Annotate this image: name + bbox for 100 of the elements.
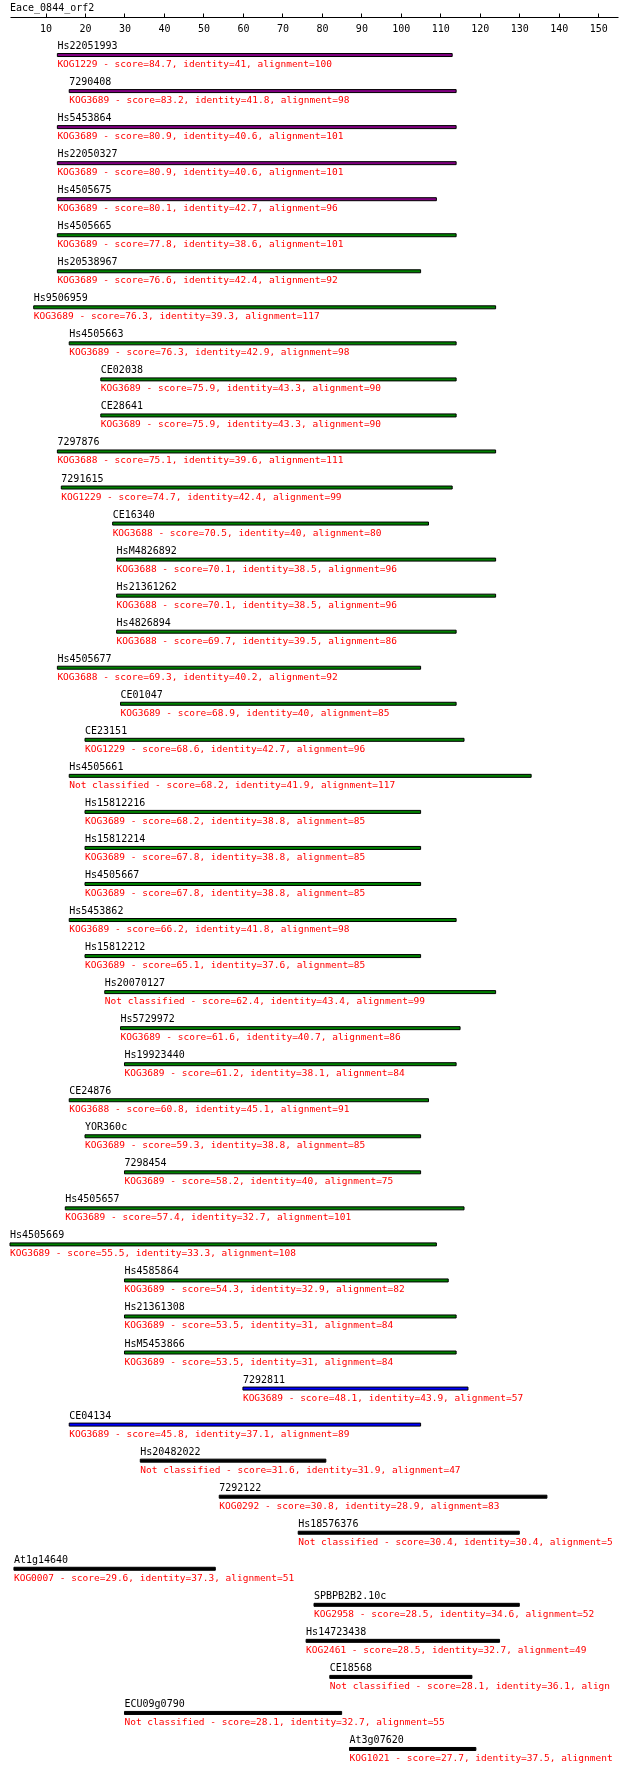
bar	[56, 125, 457, 130]
x-tick-label: 70	[276, 22, 289, 34]
annotation: KOG3689 - score=68.9, identity=40, alignment=85	[120, 706, 390, 718]
bar	[68, 1098, 429, 1103]
annotation: KOG3689 - score=67.8, identity=38.8, alignment=85	[85, 850, 366, 862]
bar	[218, 1494, 548, 1499]
annotation: KOG3689 - score=75.9, identity=43.3, alignment=90	[100, 382, 382, 394]
bar	[329, 1674, 473, 1679]
bar	[56, 161, 457, 166]
y-tick-label: HsM4826892	[116, 544, 177, 556]
bar	[84, 809, 422, 814]
y-tick-label: 7292122	[219, 1481, 262, 1493]
y-tick-label: 7297876	[57, 436, 100, 448]
annotation: KOG2461 - score=28.5, identity=32.7, alignment=49	[306, 1643, 587, 1655]
y-tick-label: Hs19923440	[124, 1049, 185, 1061]
annotation: Not classified - score=28.1, identity=36.1, align	[329, 1679, 611, 1691]
annotation: KOG3688 - score=60.8, identity=45.1, alignment=91	[69, 1103, 350, 1115]
annotation: KOG3689 - score=76.6, identity=42.4, alignment=92	[57, 274, 338, 286]
y-tick-label: Hs4505657	[65, 1193, 120, 1205]
annotation: Not classified - score=68.2, identity=41.9, alignment=117	[69, 778, 396, 790]
annotation: KOG3688 - score=69.3, identity=40.2, alignment=92	[57, 670, 338, 682]
bar	[123, 1350, 457, 1355]
bar	[242, 1386, 469, 1391]
y-tick-label: Hs4505667	[85, 868, 140, 880]
y-tick-label: Hs22050327	[57, 148, 118, 160]
y-tick-label: At1g14640	[13, 1553, 69, 1565]
annotation: Not classified - score=28.1, identity=32.7, alignment=55	[124, 1715, 445, 1727]
y-tick-label: Hs4505665	[57, 220, 112, 232]
bar	[84, 845, 422, 850]
bar	[56, 269, 422, 274]
bar	[68, 918, 457, 923]
annotation: KOG3689 - score=65.1, identity=37.6, alignment=85	[85, 959, 366, 971]
x-tick-label: 60	[237, 22, 250, 34]
y-tick-label: ECU09g0790	[124, 1697, 185, 1709]
annotation: KOG3689 - score=68.2, identity=38.8, alignment=85	[85, 814, 366, 826]
x-tick-label: 90	[355, 22, 368, 34]
annotation: Not classified - score=62.4, identity=43.4, alignment=99	[104, 995, 426, 1007]
bar	[349, 1746, 477, 1751]
y-tick-label: 7292811	[242, 1373, 286, 1385]
annotation: KOG3689 - score=66.2, identity=41.8, alignment=98	[69, 923, 350, 935]
annotation: KOG3688 - score=70.5, identity=40, alignment=80	[112, 526, 382, 538]
annotation: KOG3689 - score=45.8, identity=37.1, alignment=89	[69, 1427, 350, 1439]
y-tick-label: Hs5729972	[120, 1013, 175, 1025]
bar	[123, 1314, 457, 1319]
y-tick-label: Hs4585864	[124, 1265, 179, 1277]
annotation: KOG1229 - score=74.7, identity=42.4, alignment=99	[61, 490, 342, 502]
bar	[13, 1566, 216, 1571]
x-tick-label: 110	[431, 22, 450, 34]
bar	[120, 701, 457, 706]
bar	[84, 737, 465, 742]
bar	[123, 1710, 343, 1715]
y-tick-label: Hs21361262	[116, 580, 177, 592]
bar	[116, 557, 497, 562]
y-tick-label: CE23151	[85, 724, 128, 736]
y-tick-label: CE24876	[69, 1085, 112, 1097]
annotation: KOG3689 - score=58.2, identity=40, alignment=75	[124, 1175, 394, 1187]
annotation: KOG1021 - score=27.7, identity=37.5, alignment	[349, 1751, 613, 1763]
y-tick-label: Hs4505669	[10, 1229, 65, 1241]
annotation: KOG1229 - score=68.6, identity=42.7, alignment=96	[85, 742, 366, 754]
y-tick-label: SPBPB2B2.10c	[314, 1589, 387, 1601]
annotation: KOG0292 - score=30.8, identity=28.9, alignment=83	[219, 1499, 500, 1511]
bar	[84, 881, 422, 886]
bar	[123, 1062, 457, 1067]
x-tick-label: 40	[158, 22, 171, 34]
y-tick-label: Hs21361308	[124, 1301, 185, 1313]
annotation: KOG3689 - score=59.3, identity=38.8, alignment=85	[85, 1139, 366, 1151]
annotation: KOG3688 - score=69.7, identity=39.5, alignment=86	[116, 634, 398, 646]
bar	[68, 1422, 422, 1427]
x-tick-label: 80	[316, 22, 329, 34]
x-tick-label: 130	[510, 22, 529, 34]
x-tick-label: 120	[471, 22, 490, 34]
x-tick-label: 150	[589, 22, 608, 34]
y-tick-label: CE16340	[112, 508, 155, 520]
bar	[116, 593, 497, 598]
x-tick-label: 50	[197, 22, 210, 34]
bar	[84, 1134, 422, 1139]
y-tick-label: At3g07620	[349, 1733, 404, 1745]
y-tick-label: Hs4505675	[57, 184, 112, 196]
y-tick-label: 7290408	[69, 76, 112, 88]
bar	[123, 1278, 449, 1283]
y-tick-label: HsM5453866	[124, 1337, 185, 1349]
bar	[64, 1206, 465, 1211]
annotation: KOG3689 - score=61.2, identity=38.1, alignment=84	[124, 1067, 406, 1079]
bar	[100, 377, 457, 382]
bar	[56, 53, 453, 58]
annotation: KOG3689 - score=53.5, identity=31, alignment=84	[124, 1355, 394, 1367]
y-tick-label: CE28641	[100, 400, 143, 412]
bar	[9, 1242, 437, 1247]
bar	[60, 485, 453, 490]
bar	[56, 449, 497, 454]
annotation: KOG3689 - score=57.4, identity=32.7, alignment=101	[65, 1211, 352, 1223]
bar	[56, 665, 422, 670]
bar	[33, 305, 497, 310]
bar	[123, 1170, 422, 1175]
y-tick-label: 7291615	[61, 472, 104, 484]
y-tick-label: Hs5453864	[57, 112, 112, 124]
x-tick-label: 100	[392, 22, 411, 34]
y-tick-label: Hs22051993	[57, 40, 118, 52]
annotation: KOG3689 - score=80.1, identity=42.7, alignment=96	[57, 202, 338, 214]
y-tick-label: 7298454	[124, 1157, 167, 1169]
